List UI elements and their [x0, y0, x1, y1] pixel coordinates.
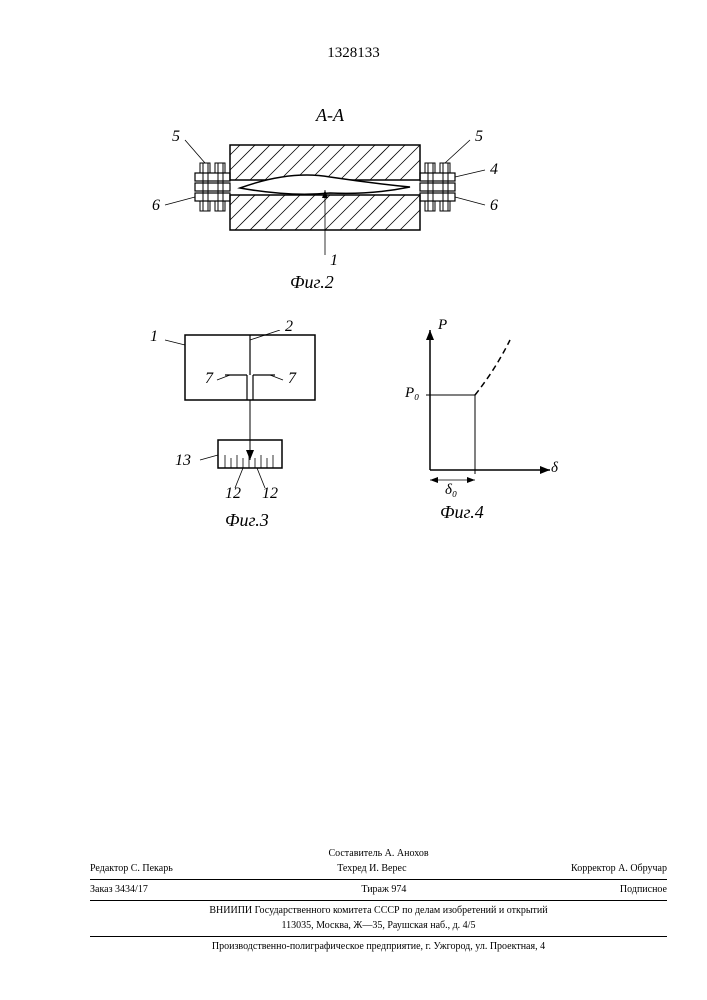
fig4-caption: Фиг.4 [440, 502, 484, 523]
fig2-drawing [130, 135, 510, 265]
fig3-label-12-right: 12 [262, 485, 278, 503]
footer-org: ВНИИПИ Государственного комитета СССР по… [90, 904, 667, 918]
fig4-axis-delta: δ [551, 460, 558, 477]
page-number: 1328133 [327, 45, 380, 62]
fig3-label-13: 13 [175, 452, 191, 470]
footer: Составитель А. Анохов Редактор С. Пекарь… [90, 846, 667, 955]
fig3-label-1: 1 [150, 328, 158, 346]
footer-author: Составитель А. Анохов [90, 847, 667, 861]
footer-tech: Техред И. Верес [337, 862, 406, 876]
fig2-caption: Фиг.2 [290, 272, 334, 293]
fig3-caption: Фиг.3 [225, 510, 269, 531]
fig2-label-6-left: 6 [152, 197, 160, 215]
fig2-label-6-right: 6 [490, 197, 498, 215]
fig3-label-7-right: 7 [288, 370, 296, 388]
fig2-label-5-right: 5 [475, 128, 483, 146]
fig4-axis-p: P [438, 317, 447, 334]
fig3-label-2: 2 [285, 318, 293, 336]
footer-address2: Производственно-полиграфическое предприя… [90, 940, 667, 954]
fig3-drawing [155, 330, 355, 510]
section-label-aa: А-А [316, 105, 344, 126]
footer-order: Заказ 3434/17 [90, 883, 148, 897]
fig4-axis-delta0: δ₀ [445, 482, 457, 499]
fig2-label-4-right: 4 [490, 161, 498, 179]
fig4-drawing [400, 320, 560, 490]
fig3-label-12-left: 12 [225, 485, 241, 503]
footer-editor: Редактор С. Пекарь [90, 862, 173, 876]
fig4-axis-p0: P₀ [405, 385, 419, 402]
fig2-label-5-left: 5 [172, 128, 180, 146]
fig3-label-7-left: 7 [205, 370, 213, 388]
footer-podpisnoe: Подписное [620, 883, 667, 897]
fig2-label-1: 1 [330, 252, 338, 270]
footer-corrector: Корректор А. Обручар [571, 862, 667, 876]
footer-tirazh: Тираж 974 [361, 883, 406, 897]
footer-address1: 113035, Москва, Ж—35, Раушская наб., д. … [90, 919, 667, 933]
